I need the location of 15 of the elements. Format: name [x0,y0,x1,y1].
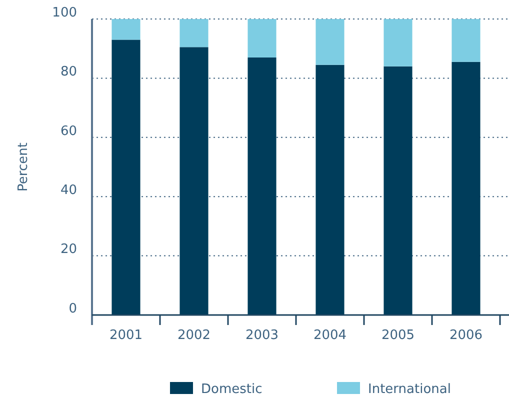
x-tick-label: 2002 [177,328,211,343]
y-tick-label: 20 [60,242,77,258]
y-tick-label: 40 [60,183,77,198]
y-tick-label: 0 [68,301,77,316]
legend-label: Domestic [201,382,262,397]
y-tick-label: 60 [60,124,77,139]
x-tick-label: 2001 [109,328,143,343]
x-tick-label: 2003 [245,328,279,343]
y-tick-label: 80 [60,64,77,80]
x-tick-label: 2005 [381,328,415,343]
x-tick-label: 2006 [449,328,483,343]
y-tick-label: 100 [52,5,77,20]
legend-label: International [368,382,451,397]
x-tick-label: 2004 [313,328,347,343]
y-axis-title: Percent [16,142,31,192]
